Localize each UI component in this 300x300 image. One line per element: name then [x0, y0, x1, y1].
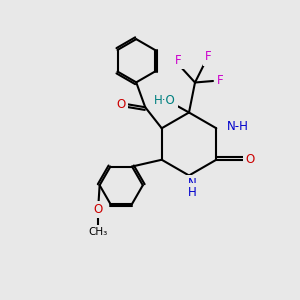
Text: O: O: [117, 98, 126, 111]
Text: N: N: [188, 177, 196, 190]
Text: O: O: [94, 203, 103, 216]
Text: CH₃: CH₃: [88, 227, 108, 237]
Text: F: F: [217, 74, 224, 88]
Text: F: F: [175, 53, 182, 67]
Text: F: F: [205, 50, 212, 64]
Text: H: H: [188, 185, 196, 199]
Text: O: O: [245, 153, 254, 166]
Text: H·O: H·O: [154, 94, 176, 107]
Text: N-H: N-H: [227, 120, 249, 133]
